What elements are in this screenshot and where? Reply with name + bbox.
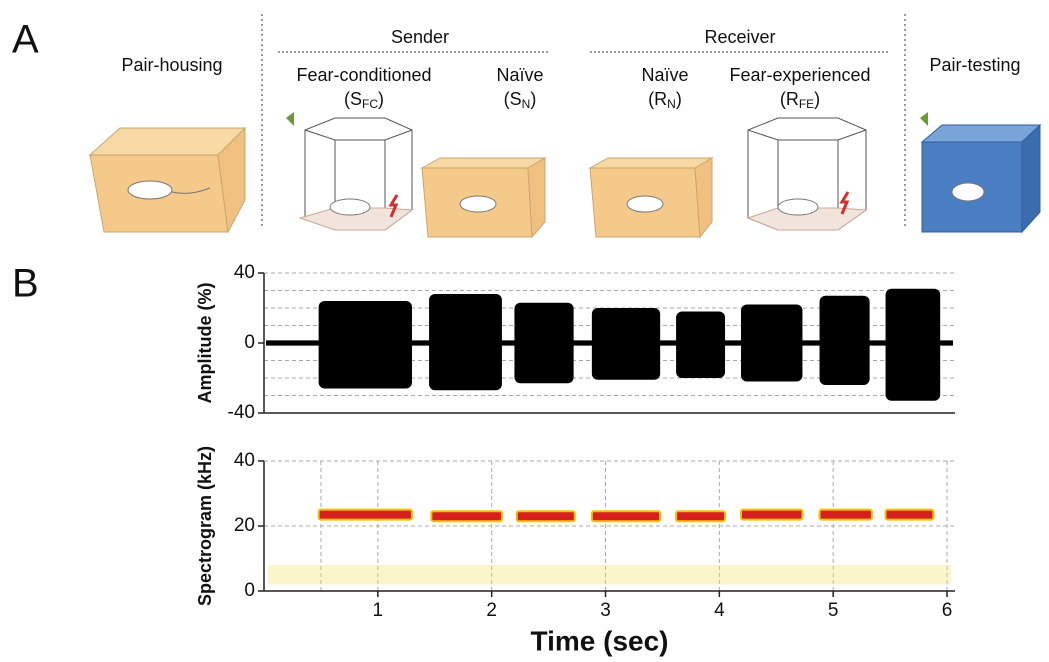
call <box>739 508 804 521</box>
group-abbr: (SFC) <box>344 89 384 111</box>
speaker-icon <box>286 112 294 126</box>
charts: -40 0 40 Amplitude (%) 0 20 40 1 2 3 4 5 6 Spectrogra… <box>195 262 955 656</box>
home-cage <box>588 157 714 239</box>
heading: Receiver <box>704 27 775 47</box>
speaker-icon <box>920 112 928 126</box>
call <box>675 510 727 523</box>
y-tick-label: 0 <box>244 332 255 353</box>
x-tick-label: 5 <box>828 600 839 621</box>
y-tick-label: 40 <box>234 450 255 471</box>
burst <box>318 301 412 389</box>
heading: Pair-housing <box>121 55 222 75</box>
call <box>884 508 935 521</box>
conditioning-chamber <box>298 117 414 231</box>
noise-band <box>268 565 951 585</box>
conditioning-chamber <box>746 117 868 231</box>
group-name: Fear-conditioned <box>296 65 431 85</box>
y-tick-label: 40 <box>234 262 255 283</box>
call <box>430 510 503 523</box>
x-tick-label: 2 <box>486 600 497 621</box>
group-name: Naïve <box>641 65 688 85</box>
y-tick-label: -40 <box>228 402 255 423</box>
y-tick-label: 0 <box>244 580 255 601</box>
group-name: Fear-experienced <box>729 65 870 85</box>
home-cage <box>88 126 247 234</box>
home-cage <box>420 157 547 239</box>
burst <box>676 311 726 378</box>
call <box>317 508 413 521</box>
panel-label: B <box>12 262 39 306</box>
y-tick-label: 20 <box>234 515 255 536</box>
call <box>515 510 576 523</box>
heading: Sender <box>391 27 449 47</box>
burst <box>514 302 574 384</box>
y-axis-title: Amplitude (%) <box>195 283 215 404</box>
panel-label: A <box>12 18 39 62</box>
burst <box>591 308 661 380</box>
call <box>818 508 873 521</box>
burst <box>429 294 502 391</box>
y-axis-title: Spectrogram (kHz) <box>195 446 215 606</box>
group-abbr: (SN) <box>504 89 537 111</box>
x-tick-label: 1 <box>373 600 384 621</box>
x-tick-label: 3 <box>600 600 611 621</box>
burst <box>740 304 803 382</box>
x-axis-title: Time (sec) <box>531 625 669 656</box>
burst <box>885 288 941 401</box>
group-name: Naïve <box>496 65 543 85</box>
group-abbr: (RN) <box>648 89 682 111</box>
x-tick-label: 6 <box>942 600 953 621</box>
heading: Pair-testing <box>929 55 1020 75</box>
x-tick-label: 4 <box>714 600 725 621</box>
group-abbr: (RFE) <box>780 89 820 111</box>
test-box <box>920 123 1042 234</box>
call <box>590 510 662 523</box>
burst <box>819 295 870 385</box>
